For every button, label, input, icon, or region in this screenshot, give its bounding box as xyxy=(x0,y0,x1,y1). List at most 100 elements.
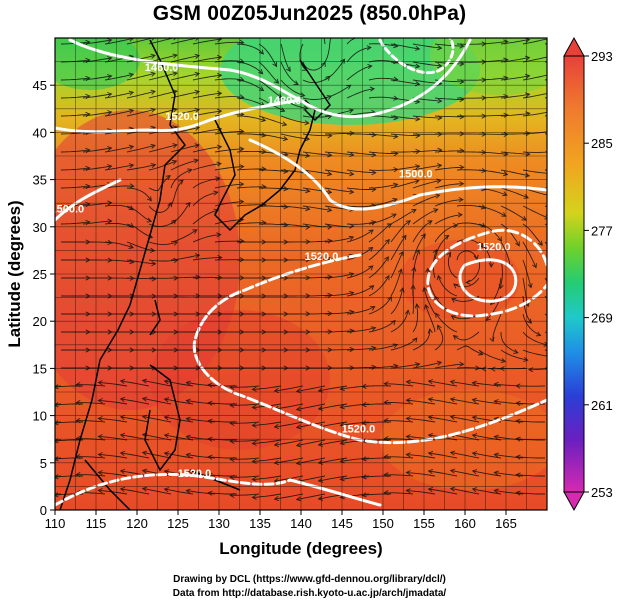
x-tick-label: 145 xyxy=(331,516,353,531)
streamline-arrow xyxy=(515,490,521,496)
streamline-arrow xyxy=(327,207,333,213)
streamline-arrow xyxy=(459,164,465,170)
streamline-arrow xyxy=(383,436,389,442)
streamline xyxy=(406,490,436,495)
contour-label: 1520.0 xyxy=(165,111,199,123)
streamline xyxy=(346,347,376,351)
streamline-arrow xyxy=(425,267,431,273)
streamline xyxy=(76,384,106,387)
streamline-arrow xyxy=(369,285,375,291)
streamline xyxy=(346,187,376,190)
streamline xyxy=(412,179,441,189)
streamline xyxy=(259,169,288,173)
streamline xyxy=(104,259,134,263)
streamline-arrow xyxy=(387,296,392,302)
streamline xyxy=(390,337,418,351)
streamline-arrow xyxy=(526,318,532,324)
streamline-arrow xyxy=(368,265,374,271)
streamline-arrow xyxy=(515,241,520,247)
streamline xyxy=(170,144,199,153)
streamline-arrow xyxy=(32,459,36,463)
streamline xyxy=(148,72,178,81)
streamline xyxy=(236,168,266,171)
streamline xyxy=(258,133,288,140)
streamline-arrow xyxy=(370,306,376,311)
colorbar-tick-label: 253 xyxy=(591,485,613,500)
streamline xyxy=(104,91,134,99)
streamline-arrow xyxy=(300,92,306,98)
streamline xyxy=(104,164,134,171)
streamline xyxy=(214,240,244,243)
streamline xyxy=(368,183,398,189)
streamline xyxy=(164,380,194,387)
streamline-arrow xyxy=(435,193,441,199)
streamline xyxy=(516,492,545,495)
colorbar-tick-label: 277 xyxy=(591,223,613,238)
streamline-arrow xyxy=(251,476,257,482)
streamline xyxy=(500,187,529,199)
x-tick-label: 135 xyxy=(249,516,271,531)
streamline-arrow xyxy=(229,384,235,390)
streamline-arrow xyxy=(295,406,302,412)
streamline-arrow xyxy=(163,397,170,403)
streamline-arrow xyxy=(500,357,507,364)
streamline xyxy=(472,470,502,477)
streamline xyxy=(412,164,442,171)
streamline-arrow xyxy=(194,253,201,259)
streamline xyxy=(544,241,547,245)
streamline-arrow xyxy=(185,380,191,386)
streamline-arrow xyxy=(414,362,421,368)
grid xyxy=(55,38,547,510)
streamline-arrow xyxy=(432,248,438,255)
streamline-arrow xyxy=(55,456,59,462)
streamline xyxy=(252,385,282,390)
streamline xyxy=(500,205,527,221)
streamline-arrow xyxy=(471,451,478,457)
streamline-arrow xyxy=(493,399,499,405)
streamline xyxy=(453,277,480,288)
x-axis-label: Longitude (degrees) xyxy=(219,539,382,558)
streamline-arrow xyxy=(32,477,36,481)
streamline-arrow xyxy=(383,472,389,478)
streamline xyxy=(412,115,442,119)
streamline xyxy=(274,421,304,428)
streamline-arrow xyxy=(405,434,411,440)
streamline xyxy=(236,150,266,153)
streamline-arrow xyxy=(548,171,552,175)
streamline-arrow xyxy=(451,298,457,303)
streamline xyxy=(142,451,172,459)
streamline-arrow xyxy=(391,213,397,219)
streamline xyxy=(478,77,508,81)
streamline xyxy=(192,209,219,225)
streamline-arrow xyxy=(415,116,421,122)
streamline-arrow xyxy=(383,454,389,460)
streamline xyxy=(192,163,222,171)
streamline-arrow xyxy=(305,224,311,230)
streamline-arrow xyxy=(537,240,543,246)
streamline xyxy=(390,310,409,333)
streamline-arrow xyxy=(178,179,184,185)
streamline xyxy=(76,456,106,459)
streamline xyxy=(259,187,288,190)
streamline xyxy=(186,490,216,495)
streamline-arrow xyxy=(427,414,434,421)
streamline-arrow xyxy=(163,379,170,385)
streamline xyxy=(296,439,326,447)
y-tick-label: 15 xyxy=(33,361,47,376)
streamline xyxy=(434,199,463,207)
streamline-arrow xyxy=(55,420,59,426)
streamline-arrow xyxy=(207,382,213,388)
streamline-arrow xyxy=(32,387,36,391)
streamline xyxy=(478,205,506,217)
streamline-arrow xyxy=(185,452,191,458)
streamline xyxy=(324,292,354,297)
streamline-arrow xyxy=(239,146,245,152)
streamline xyxy=(170,202,191,225)
streamline-arrow xyxy=(434,295,440,301)
streamline-arrow xyxy=(213,190,219,196)
streamline-arrow xyxy=(119,468,126,475)
streamline-arrow xyxy=(369,86,376,92)
streamline xyxy=(362,385,392,388)
streamline xyxy=(258,61,279,84)
streamline xyxy=(516,420,545,423)
